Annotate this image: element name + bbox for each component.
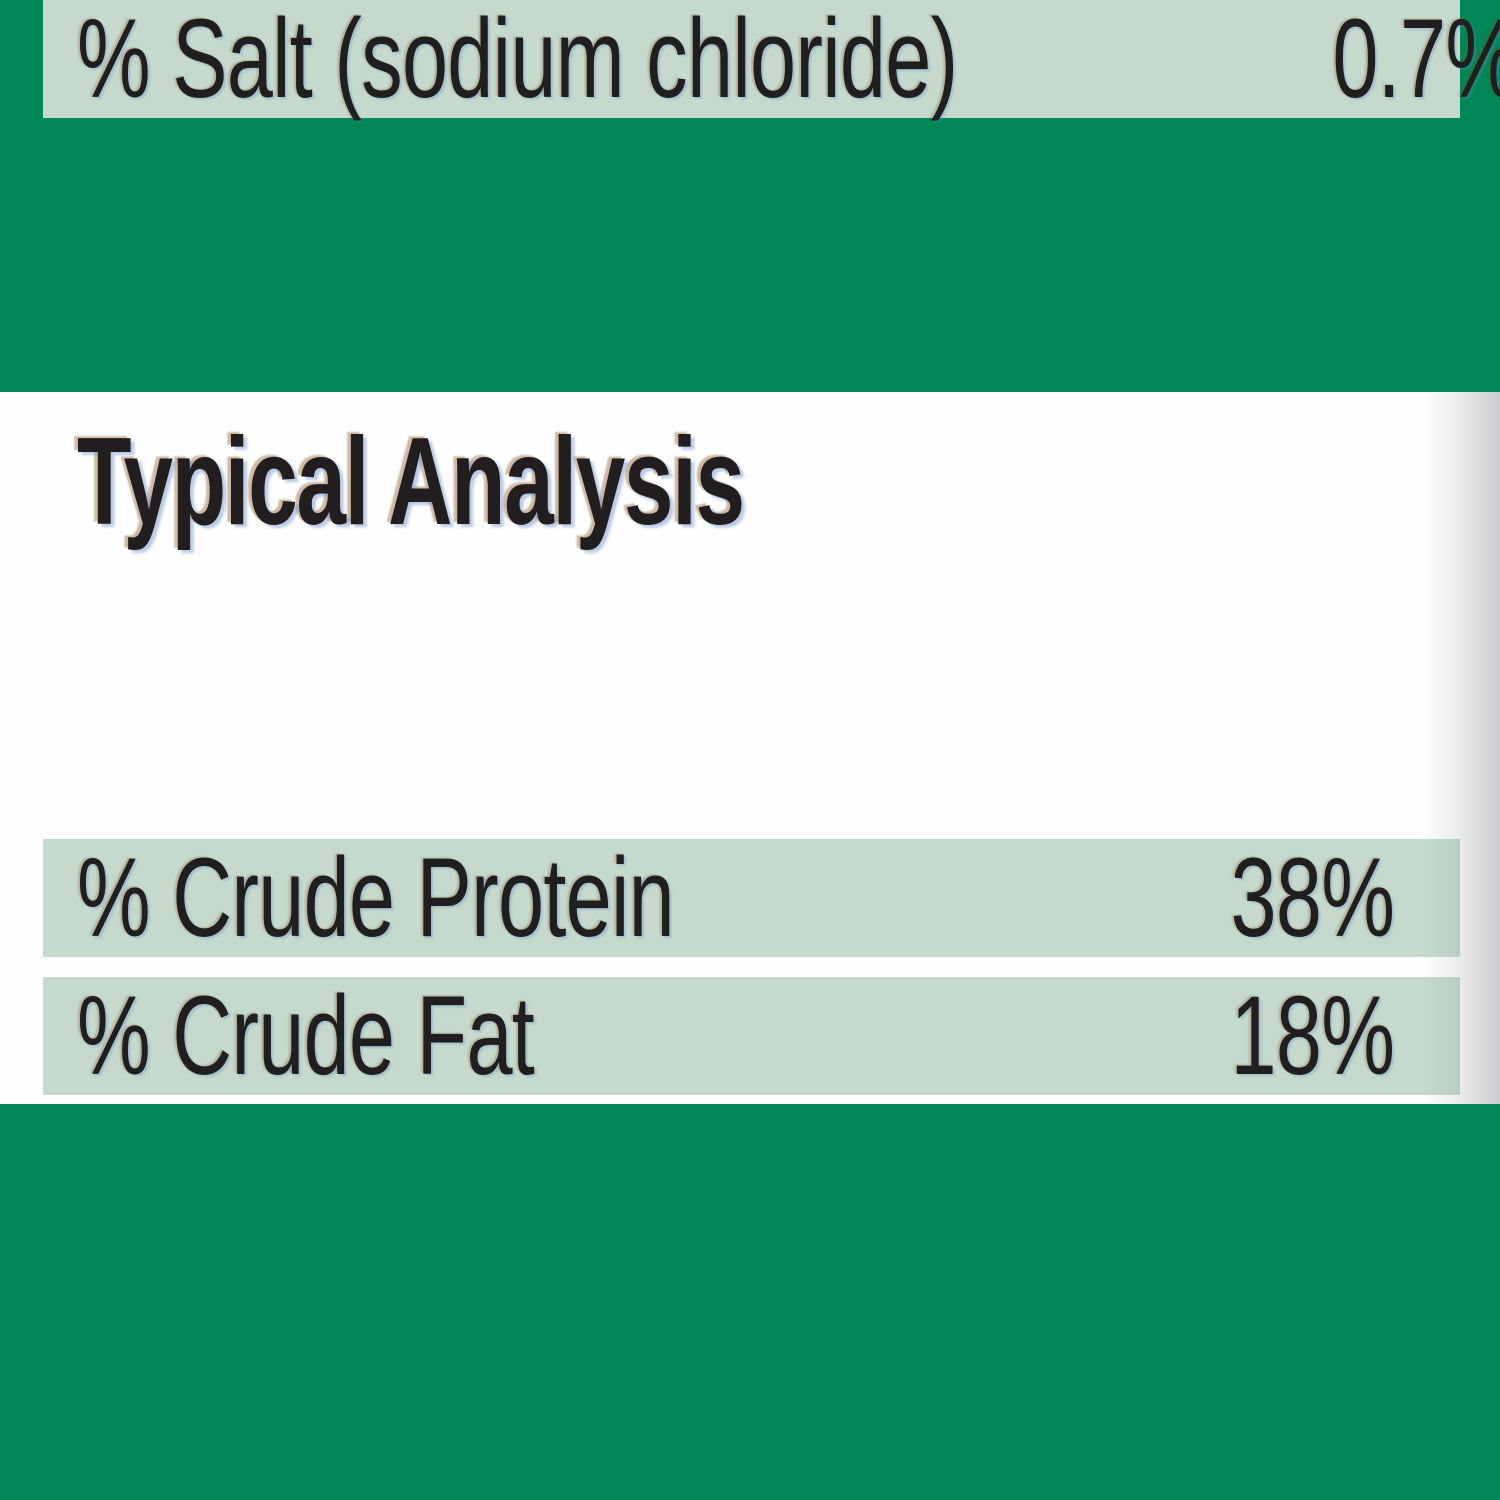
analysis-row-crude-protein: % Crude Protein 38% xyxy=(43,839,1460,957)
row-value: 18% xyxy=(1230,973,1394,1098)
green-band-bottom xyxy=(0,1104,1500,1500)
panel-title: Typical Analysis xyxy=(77,413,745,551)
row-value: 38% xyxy=(1230,835,1394,960)
analysis-row-salt: % Salt (sodium chloride) 0.7% xyxy=(43,0,1500,121)
row-value: 0.7% xyxy=(1332,0,1500,121)
analysis-row-crude-fat: % Crude Fat 18% xyxy=(43,977,1460,1095)
row-label: % Crude Protein xyxy=(77,835,675,960)
row-label: % Salt (sodium chloride) xyxy=(77,0,958,121)
row-label: % Crude Fat xyxy=(77,973,535,1098)
